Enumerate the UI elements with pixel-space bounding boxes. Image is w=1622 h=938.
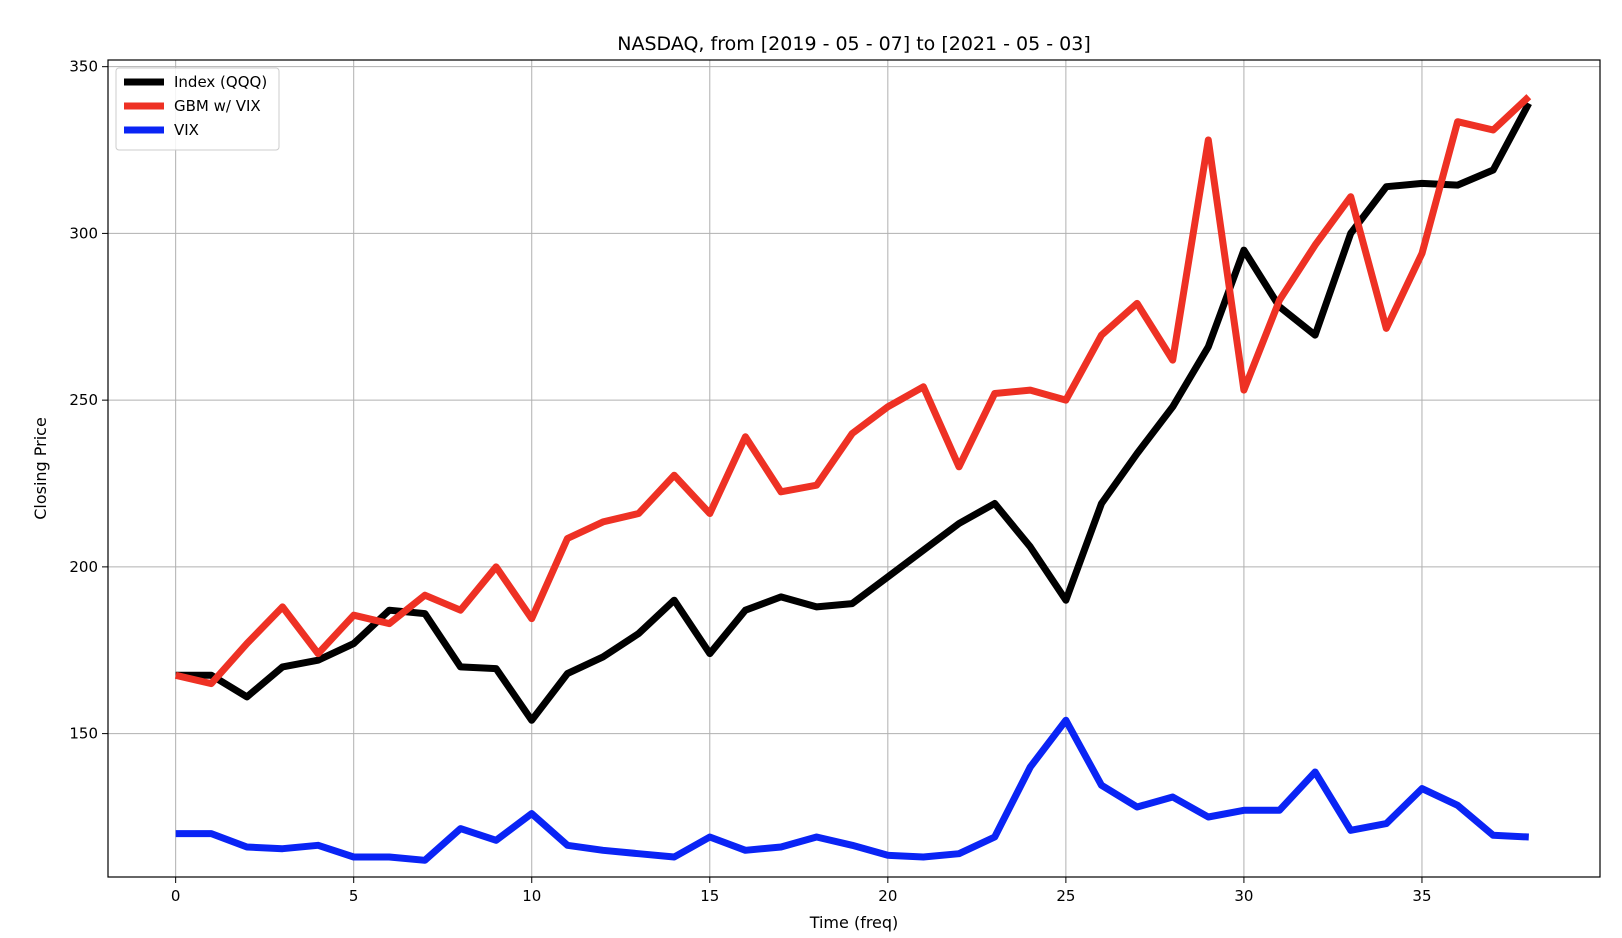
y-tick-label: 250 <box>69 391 98 409</box>
legend-label-0: Index (QQQ) <box>174 73 267 91</box>
legend-label-1: GBM w/ VIX <box>174 97 261 115</box>
y-tick-label: 150 <box>69 725 98 743</box>
x-tick-label: 35 <box>1412 887 1431 905</box>
y-tick-label: 350 <box>69 58 98 76</box>
legend: Index (QQQ) GBM w/ VIX VIX <box>115 67 280 151</box>
x-tick-label: 0 <box>171 887 181 905</box>
x-tick-label: 20 <box>878 887 897 905</box>
x-tick-label: 10 <box>522 887 541 905</box>
x-tick-label: 25 <box>1056 887 1075 905</box>
series-line-1 <box>174 94 1532 688</box>
series-lines <box>174 94 1532 864</box>
x-tick-label: 15 <box>700 887 719 905</box>
legend-label-2: VIX <box>174 121 199 139</box>
y-tick-label: 300 <box>69 224 98 242</box>
series-line-2 <box>175 716 1529 864</box>
y-axis-label: Closing Price <box>31 417 50 520</box>
grid <box>108 60 1600 877</box>
y-tick-label: 200 <box>69 558 98 576</box>
x-tick-label: 30 <box>1234 887 1253 905</box>
chart-title: NASDAQ, from [2019 - 05 - 07] to [2021 -… <box>617 33 1090 55</box>
series-line-0 <box>175 101 1532 724</box>
x-tick-label: 5 <box>349 887 359 905</box>
x-axis-label: Time (freq) <box>809 913 899 932</box>
plot-frame <box>107 59 1601 878</box>
axis-ticks: 0 5 10 15 20 25 30 35 150 200 250 300 350 <box>69 58 1431 905</box>
